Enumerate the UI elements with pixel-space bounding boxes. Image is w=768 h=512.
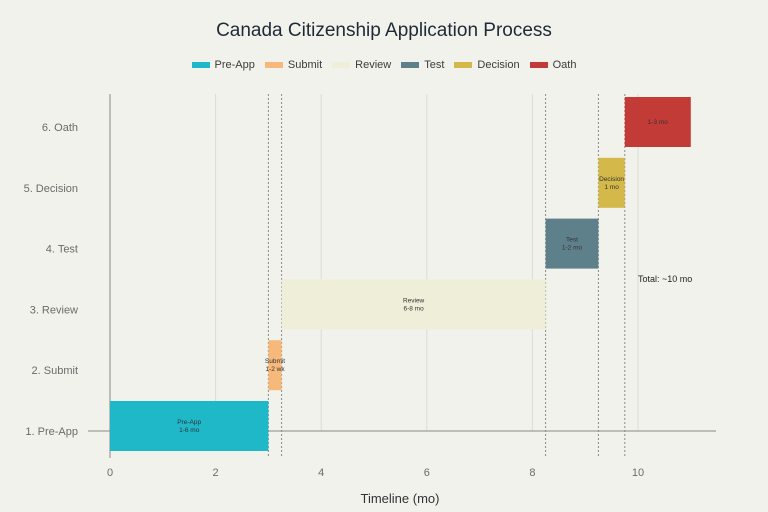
bar-test (545, 218, 599, 269)
legend-label: Oath (552, 59, 577, 71)
x-tick-label: 10 (632, 467, 644, 479)
bar-label: Pre-App (177, 419, 201, 426)
legend-label: Decision (477, 59, 520, 71)
legend-item-review: Review (332, 59, 391, 71)
y-tick-label: 5. Decision (24, 183, 78, 195)
legend-label: Test (424, 59, 445, 71)
y-tick-label: 1. Pre-App (25, 426, 78, 438)
bar-label: Submit (265, 358, 285, 365)
legend-swatch (191, 62, 210, 68)
bar-label: 1-3 mo (648, 119, 669, 126)
x-tick-label: 0 (107, 467, 113, 479)
bar-decision (598, 157, 625, 208)
legend-swatch (454, 62, 473, 68)
legend-item-submit: Submit (264, 59, 323, 71)
legend-item-oath: Oath (529, 59, 577, 71)
bar-submit (268, 340, 282, 391)
annotation-total: Total: ~10 mo (638, 274, 692, 284)
bar-label: Decision (599, 176, 624, 183)
chart-title: Canada Citizenship Application Process (216, 20, 552, 41)
legend-item-decision: Decision (454, 59, 520, 71)
legend: Pre-App Submit Review Test Decision Oath (0, 59, 768, 71)
legend-label: Pre-App (214, 59, 255, 71)
legend-item-test: Test (401, 59, 444, 71)
bar-label: 6-8 mo (403, 305, 424, 312)
legend-swatch (529, 62, 548, 68)
y-tick-label: 3. Review (30, 304, 78, 316)
x-tick-label: 2 (213, 467, 219, 479)
bar-oath (624, 97, 691, 147)
x-tick-label: 6 (424, 467, 430, 479)
bar-label: Test (566, 237, 578, 244)
legend-swatch (332, 62, 351, 68)
legend-label: Review (355, 59, 392, 71)
legend-swatch (264, 62, 283, 68)
bar-label: 1-6 mo (179, 427, 200, 434)
bar-label: 1 mo (604, 184, 619, 191)
legend-swatch (401, 62, 420, 68)
y-tick-label: 2. Submit (32, 365, 78, 377)
bar-label: Review (403, 297, 425, 304)
y-tick-label: 4. Test (46, 244, 78, 256)
bar-pre-app (110, 401, 269, 451)
legend-label: Submit (287, 59, 323, 71)
bar-label: 1-2 mo (562, 245, 583, 252)
x-tick-label: 4 (318, 467, 324, 479)
x-axis-title: Timeline (mo) (361, 491, 440, 506)
x-tick-label: 8 (529, 467, 535, 479)
y-tick-label: 6. Oath (42, 122, 78, 134)
bar-label: 1-2 wk (265, 366, 285, 373)
bar-review (281, 279, 546, 330)
legend-item-pre-app: Pre-App (191, 59, 255, 71)
